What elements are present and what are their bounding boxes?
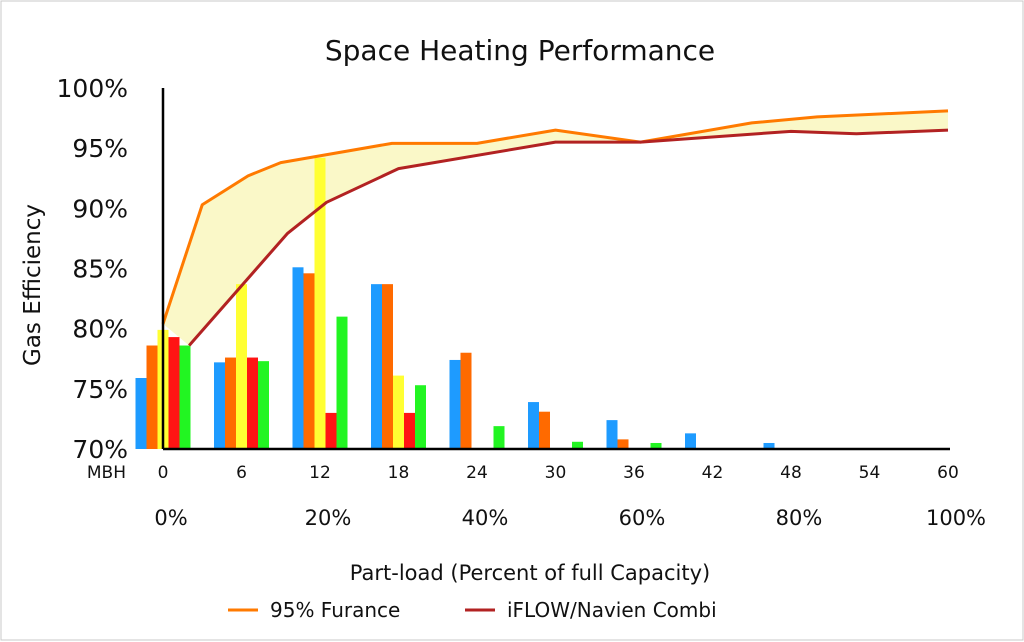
bar: [572, 441, 583, 449]
x-tick-label: 6: [236, 463, 247, 483]
bar: [449, 359, 461, 449]
bar: [225, 357, 236, 449]
bar: [258, 361, 269, 449]
y-tick-label: 80%: [72, 315, 128, 344]
x-tick-label: 30: [545, 463, 567, 483]
efficiency-band: [163, 110, 948, 346]
y-tick-label: 95%: [72, 134, 128, 163]
line-series-combi: [188, 128, 949, 347]
legend-label: iFLOW/Navien Combi: [507, 598, 717, 622]
bar: [404, 412, 415, 449]
efficiency-band-fill: [163, 110, 948, 346]
bar: [236, 284, 247, 449]
x-tick-label: 36: [623, 463, 645, 483]
bar: [493, 426, 505, 449]
percent-tick-label: 60%: [619, 506, 666, 530]
line-series-furnace: [161, 109, 949, 325]
bar: [539, 411, 550, 449]
percent-tick-label: 0%: [154, 506, 187, 530]
bar: [371, 284, 382, 449]
x-tick-label: 54: [859, 463, 881, 483]
bar: [336, 316, 348, 449]
legend-label: 95% Furance: [270, 598, 400, 622]
bar: [650, 442, 662, 449]
bar: [325, 412, 337, 449]
bar: [314, 157, 326, 449]
bar: [179, 345, 191, 449]
y-axis-title: Gas Efficiency: [20, 204, 46, 366]
bar: [415, 385, 426, 449]
y-tick-label: 75%: [72, 375, 128, 404]
bar: [763, 442, 775, 449]
x-tick-label: 42: [702, 463, 724, 483]
y-tick-label: 90%: [72, 194, 128, 223]
bar: [606, 420, 618, 449]
bar: [303, 273, 315, 449]
lines-layer: [161, 109, 949, 347]
x-tick-label: 48: [780, 463, 802, 483]
y-tick-label: 85%: [72, 255, 128, 284]
bar: [528, 402, 539, 449]
bar: [214, 362, 225, 449]
x-tick-label: 12: [309, 463, 331, 483]
legend: 95% Furance iFLOW/Navien Combi: [228, 598, 717, 622]
x-unit-label: MBH: [87, 463, 126, 483]
x-tick-label: 0: [158, 463, 169, 483]
percent-tick-label: 40%: [462, 506, 509, 530]
percent-tick-label: 100%: [926, 506, 986, 530]
bar: [460, 352, 472, 449]
y-tick-label: 70%: [72, 435, 128, 464]
x-tick-label: 24: [466, 463, 488, 483]
bar: [146, 345, 158, 449]
percent-tick-label: 20%: [305, 506, 352, 530]
bar: [135, 378, 147, 449]
bar: [382, 284, 393, 449]
bar: [393, 375, 404, 449]
chart-title: Space Heating Performance: [325, 34, 715, 67]
x-tick-label: 18: [388, 463, 410, 483]
bar: [685, 433, 696, 449]
axes-layer: 70% 75% 80% 85% 90% 95% 100% 0 6 12 18 24 30 36 42 48 54…: [57, 74, 987, 530]
bar: [168, 337, 180, 449]
x-tick-label: 60: [937, 463, 959, 483]
bar: [247, 357, 258, 449]
bar: [292, 267, 304, 449]
x-axis-title: Part-load (Percent of full Capacity): [350, 561, 710, 585]
percent-tick-label: 80%: [776, 506, 823, 530]
bar: [617, 439, 629, 449]
y-tick-label: 100%: [57, 74, 128, 103]
